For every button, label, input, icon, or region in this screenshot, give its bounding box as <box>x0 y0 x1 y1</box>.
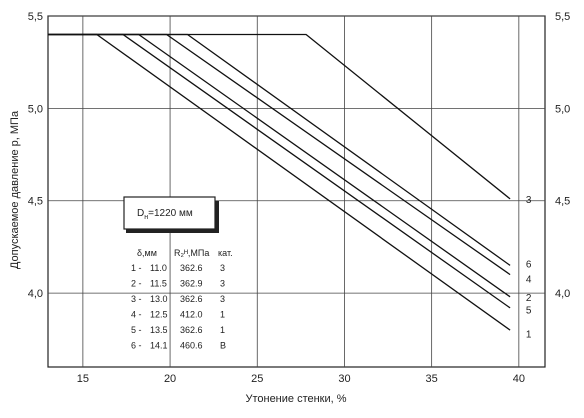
diameter-label: Dн=1220 мм <box>137 208 193 221</box>
diameter-box-frame <box>123 196 216 230</box>
legend-row-id: 6 - <box>131 341 142 351</box>
curve-label: 6 <box>526 260 532 271</box>
curve-label: 2 <box>526 293 532 304</box>
legend-table: δ,мм R₂ᴴ,МПа кат. 1 -11.0 362.6 32 -11.5 36… <box>131 248 233 351</box>
legend-row-cat: B <box>220 341 226 351</box>
legend-row-cat: 3 <box>220 294 225 304</box>
curve-label: 3 <box>526 195 532 206</box>
y-tick-label-left: 5,0 <box>28 103 43 115</box>
legend-row-delta: 13.0 <box>150 294 168 304</box>
legend-row-r: 412.0 <box>180 310 203 320</box>
legend-row-cat: 3 <box>220 263 225 273</box>
curve-label: 1 <box>526 330 532 341</box>
x-tick-label: 20 <box>164 373 176 385</box>
curves <box>48 33 511 331</box>
y-tick-label-right: 5,0 <box>555 103 570 115</box>
x-tick-label: 15 <box>77 373 89 385</box>
legend-header-r: R₂ᴴ,МПа <box>174 248 209 258</box>
legend-row-cat: 1 <box>220 310 225 320</box>
x-tick-label: 25 <box>251 373 263 385</box>
legend-row-delta: 14.1 <box>150 341 168 351</box>
legend-row-delta: 13.5 <box>150 325 168 335</box>
legend-row-r: 362.6 <box>180 325 203 335</box>
legend-row-r: 362.6 <box>180 294 203 304</box>
y-tick-label-left: 4,0 <box>28 288 43 300</box>
diameter-box: Dн=1220 мм <box>123 196 219 233</box>
series-line-3 <box>48 33 511 200</box>
legend-header-delta: δ,мм <box>137 248 157 258</box>
legend-row-delta: 12.5 <box>150 310 168 320</box>
legend-row-id: 5 - <box>131 325 142 335</box>
x-tick-label: 30 <box>338 373 350 385</box>
legend-row-id: 3 - <box>131 294 142 304</box>
y-tick-label-left: 4,5 <box>28 196 43 208</box>
x-tick-label: 40 <box>513 373 525 385</box>
legend-row-id: 4 - <box>131 310 142 320</box>
legend-row-r: 362.6 <box>180 263 203 273</box>
y-tick-label-right: 4,0 <box>555 288 570 300</box>
legend-row-delta: 11.0 <box>150 263 167 273</box>
y-tick-label-left: 5,5 <box>28 11 43 23</box>
x-axis-title: Утонение стенки, % <box>245 393 346 405</box>
legend-row-r: 460.6 <box>180 341 203 351</box>
tick-labels: 15 20 25 30 35 404,0 4,04,5 4,55,0 5,05,5 5,5 <box>28 11 571 385</box>
curve-labels: 3 6 4 2 5 1 <box>526 195 532 341</box>
curve-label: 4 <box>526 274 532 285</box>
curve-label: 5 <box>526 306 532 317</box>
legend-row-id: 1 - <box>131 263 142 273</box>
legend-row-delta: 11.5 <box>150 279 167 289</box>
legend-row-cat: 3 <box>220 279 225 289</box>
y-tick-label-right: 5,5 <box>555 11 570 23</box>
y-tick-label-right: 4,5 <box>555 196 570 208</box>
x-tick-label: 35 <box>426 373 438 385</box>
y-axis-title: Допускаемое давление р, МПа <box>9 110 21 269</box>
legend-row-r: 362.9 <box>180 279 203 289</box>
plot-area <box>47 15 546 368</box>
legend-row-cat: 1 <box>220 325 225 335</box>
legend-rows: 1 - 11.0 362.6 3 2 - 11.5 362.9 3 3 - 13.0 362.6 3 4… <box>131 263 226 351</box>
grid <box>48 15 545 367</box>
legend-row-id: 2 - <box>131 279 142 289</box>
legend-header-cat: кат. <box>218 248 233 258</box>
